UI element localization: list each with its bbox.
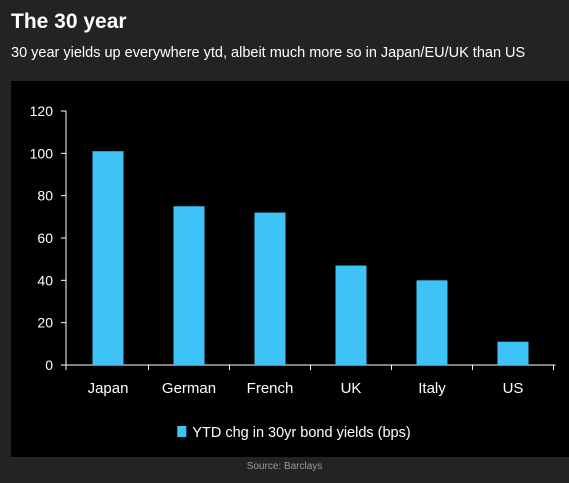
bar-us — [497, 341, 529, 365]
y-tick-label: 100 — [30, 145, 54, 161]
bar-italy — [416, 280, 448, 365]
chart-panel: 0 20 40 60 80 100 120 Japan German French UK Italy U… — [11, 81, 569, 457]
y-tick-label: 60 — [37, 230, 53, 246]
y-tick-label: 0 — [45, 357, 53, 373]
source-note: Source: Barclays — [246, 461, 323, 472]
x-tick-label: Japan — [88, 380, 129, 397]
x-tick-label: UK — [341, 380, 362, 397]
page-subtitle: 30 year yields up everywhere ytd, albeit… — [11, 45, 526, 61]
y-tick-label: 20 — [37, 315, 53, 331]
x-tick-label: US — [503, 380, 524, 397]
bar-japan — [92, 151, 124, 365]
x-tick-label: Italy — [418, 380, 446, 397]
bar-chart: 0 20 40 60 80 100 120 Japan German French UK Italy U… — [30, 103, 556, 441]
y-tick-label: 80 — [37, 188, 53, 204]
legend-swatch — [177, 426, 187, 437]
legend-label: YTD chg in 30yr bond yields (bps) — [192, 425, 410, 441]
bar-uk — [335, 265, 367, 365]
x-tick-label: French — [247, 380, 294, 397]
y-tick-label: 40 — [37, 272, 53, 288]
bar-french — [254, 212, 286, 365]
page-title: The 30 year — [11, 10, 127, 33]
bar-german — [173, 206, 205, 365]
x-tick-label: German — [162, 380, 216, 397]
y-tick-label: 120 — [30, 103, 54, 119]
